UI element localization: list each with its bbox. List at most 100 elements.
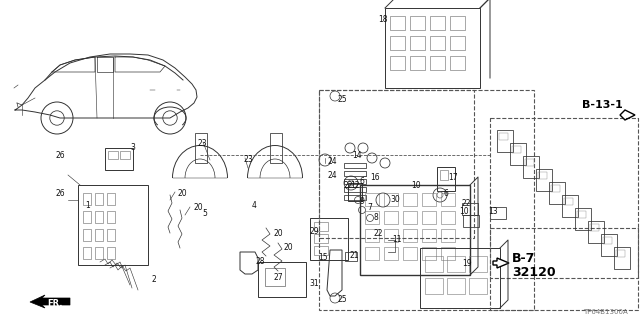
Bar xyxy=(390,16,405,30)
Bar xyxy=(384,229,398,242)
Bar xyxy=(462,203,478,215)
Bar xyxy=(385,8,480,88)
Text: 11: 11 xyxy=(392,235,401,244)
Text: 30: 30 xyxy=(390,196,400,204)
Bar xyxy=(403,229,417,242)
Bar xyxy=(614,247,630,269)
Bar xyxy=(538,172,547,179)
Bar xyxy=(344,195,366,200)
Bar xyxy=(345,252,357,261)
Text: 25: 25 xyxy=(338,295,348,305)
Bar xyxy=(441,193,455,206)
Bar xyxy=(441,211,455,224)
Bar xyxy=(403,211,417,224)
Text: 20: 20 xyxy=(193,204,203,212)
Text: 31: 31 xyxy=(309,279,319,289)
Text: 27: 27 xyxy=(274,274,284,283)
Bar xyxy=(523,156,539,178)
Text: 29: 29 xyxy=(310,228,319,236)
Text: 26: 26 xyxy=(55,189,65,198)
Bar xyxy=(425,256,443,272)
Bar xyxy=(83,211,91,223)
Bar xyxy=(420,248,500,308)
Bar xyxy=(270,133,282,163)
Text: TP64B1300A: TP64B1300A xyxy=(583,309,628,315)
Bar xyxy=(310,218,348,260)
Text: 25: 25 xyxy=(338,95,348,105)
Text: B-7: B-7 xyxy=(512,252,536,265)
Text: 9: 9 xyxy=(360,197,365,206)
Bar xyxy=(105,148,133,170)
Bar xyxy=(344,179,366,184)
Bar xyxy=(425,278,443,294)
Text: 22: 22 xyxy=(462,199,472,209)
Text: 28: 28 xyxy=(255,257,264,266)
Text: 24: 24 xyxy=(327,172,337,180)
Bar xyxy=(441,229,455,242)
Bar xyxy=(344,187,366,192)
Text: 1: 1 xyxy=(85,201,90,210)
Bar xyxy=(450,36,465,50)
Bar xyxy=(490,228,638,310)
Polygon shape xyxy=(493,258,509,268)
Bar xyxy=(410,36,425,50)
Text: 16: 16 xyxy=(370,172,380,181)
Bar xyxy=(450,56,465,70)
Text: 14: 14 xyxy=(352,150,362,159)
Bar xyxy=(108,151,118,159)
Text: 6: 6 xyxy=(359,178,364,187)
Bar xyxy=(390,56,405,70)
Text: 7: 7 xyxy=(367,203,372,212)
Bar xyxy=(525,159,534,166)
Bar xyxy=(365,211,379,224)
Bar xyxy=(469,256,487,272)
Bar xyxy=(536,169,552,191)
Bar xyxy=(365,193,379,206)
Bar xyxy=(83,247,91,259)
Polygon shape xyxy=(30,295,70,308)
Text: 19: 19 xyxy=(462,259,472,268)
Bar xyxy=(83,193,91,205)
Bar xyxy=(410,56,425,70)
Bar xyxy=(490,118,638,278)
Bar xyxy=(78,185,148,265)
Bar xyxy=(107,229,115,241)
Text: 17: 17 xyxy=(448,173,458,182)
Bar xyxy=(83,229,91,241)
Bar xyxy=(258,262,306,297)
Bar xyxy=(390,36,405,50)
Text: 8: 8 xyxy=(374,213,379,222)
Bar xyxy=(463,215,479,227)
Bar xyxy=(422,247,436,260)
Bar xyxy=(107,247,115,259)
Bar xyxy=(107,211,115,223)
Bar xyxy=(551,185,560,192)
Bar xyxy=(107,193,115,205)
Bar xyxy=(499,133,508,140)
Bar xyxy=(616,250,625,257)
Bar xyxy=(403,247,417,260)
Bar xyxy=(319,90,474,238)
Text: 23: 23 xyxy=(197,139,207,148)
Bar xyxy=(430,36,445,50)
Bar xyxy=(314,222,328,231)
Bar xyxy=(562,195,578,217)
Bar xyxy=(319,90,534,310)
Bar xyxy=(365,229,379,242)
Bar xyxy=(95,229,103,241)
Bar xyxy=(422,211,436,224)
Text: 10: 10 xyxy=(459,206,468,215)
Bar xyxy=(314,246,328,255)
Bar xyxy=(575,208,591,230)
Bar xyxy=(490,207,506,219)
Bar xyxy=(510,143,526,165)
Bar xyxy=(265,268,285,286)
Bar xyxy=(447,256,465,272)
Bar xyxy=(120,151,130,159)
Bar xyxy=(450,16,465,30)
Bar xyxy=(447,278,465,294)
Bar xyxy=(430,56,445,70)
Bar xyxy=(422,229,436,242)
Text: 21: 21 xyxy=(350,251,360,260)
Bar xyxy=(384,247,398,260)
